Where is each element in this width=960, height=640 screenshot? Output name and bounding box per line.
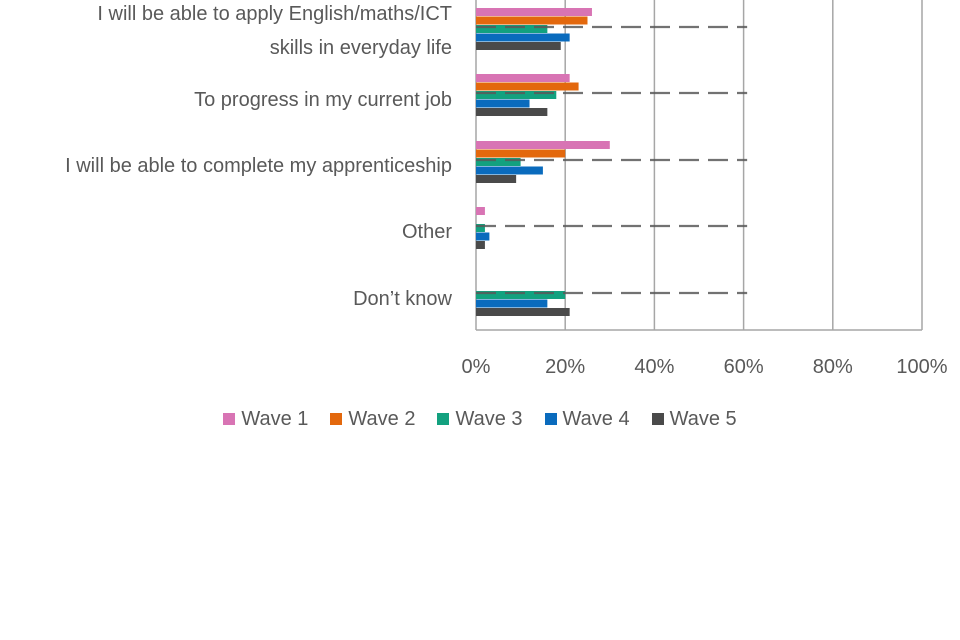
- bar: [476, 16, 588, 25]
- bar: [476, 8, 592, 16]
- bar: [476, 82, 579, 91]
- category-label: To progress in my current job: [194, 89, 452, 111]
- bar: [476, 299, 548, 308]
- legend-label: Wave 1: [241, 407, 309, 430]
- x-tick-label: 20%: [545, 356, 585, 378]
- legend-swatch: [223, 413, 236, 425]
- bar: [476, 175, 517, 183]
- bar: [476, 241, 485, 249]
- bar: [476, 308, 570, 316]
- legend-item: Wave 4: [544, 407, 630, 431]
- category-labels: I will be able to apply English/maths/IC…: [65, 3, 452, 310]
- bar: [476, 108, 548, 116]
- bar-chart: I will be able to apply English/maths/IC…: [65, 0, 948, 378]
- bar: [476, 33, 570, 42]
- legend-item: Wave 5: [651, 407, 737, 431]
- legend-item: Wave 1: [223, 408, 308, 431]
- x-tick-labels: 0% 20% 40% 60% 80% 100%: [462, 356, 948, 378]
- bar: [476, 74, 570, 82]
- legend-label: Wave 5: [669, 407, 737, 430]
- legend-swatch: [330, 413, 343, 425]
- x-tick-label: 100%: [896, 356, 947, 378]
- x-tick-label: 40%: [634, 356, 674, 378]
- bar: [476, 42, 561, 50]
- bar: [476, 166, 543, 175]
- bar: [476, 207, 485, 215]
- legend-swatch: [437, 413, 450, 425]
- bar: [476, 291, 566, 299]
- bars: [476, 8, 610, 316]
- legend-swatch: [651, 413, 664, 425]
- bar: [476, 25, 548, 33]
- bar: [476, 141, 610, 149]
- category-label: Other: [402, 221, 452, 243]
- x-tick-label: 0%: [462, 356, 491, 378]
- legend: Wave 1 Wave 2 Wave 3 Wave 4 Wave 5: [0, 404, 960, 434]
- bar: [476, 224, 485, 232]
- bar: [476, 158, 521, 166]
- legend-label: Wave 2: [348, 407, 416, 430]
- legend-swatch: [544, 413, 557, 425]
- bar: [476, 149, 566, 158]
- reference-lines: [476, 25, 748, 295]
- legend-label: Wave 4: [562, 407, 630, 430]
- category-label: skills in everyday life: [270, 37, 452, 59]
- x-tick-label: 80%: [813, 356, 853, 378]
- bar: [476, 99, 530, 108]
- gridlines: [475, 0, 923, 331]
- category-label: I will be able to apply English/maths/IC…: [97, 3, 452, 25]
- legend-item: Wave 3: [437, 407, 523, 431]
- bar: [476, 232, 490, 241]
- x-tick-label: 60%: [724, 356, 764, 378]
- legend-label: Wave 3: [455, 407, 523, 430]
- category-label: I will be able to complete my apprentice…: [65, 155, 452, 177]
- bar: [476, 91, 557, 99]
- category-label: Don’t know: [353, 288, 452, 310]
- legend-item: Wave 2: [330, 408, 415, 431]
